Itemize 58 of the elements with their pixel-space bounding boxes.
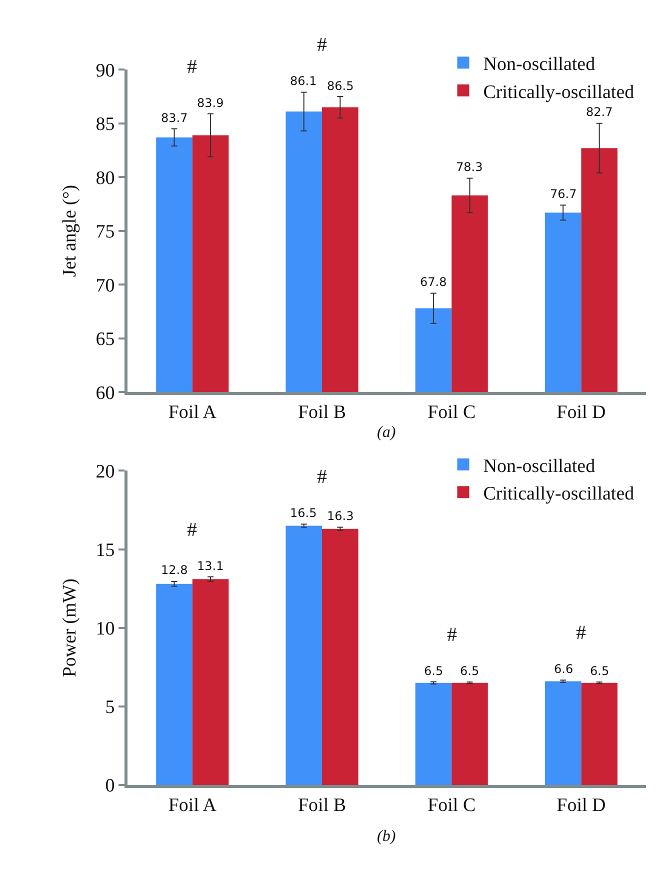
data-label: 82.7 [586, 105, 613, 119]
annotation: # [447, 624, 457, 646]
data-label: 6.5 [590, 664, 610, 678]
bar [544, 681, 582, 785]
x-tick-label: Foil B [298, 402, 346, 423]
bar [192, 579, 229, 785]
text: (b) [377, 828, 396, 845]
bar [322, 528, 358, 785]
x-tick-label: Foil C [428, 794, 476, 816]
data-label: 83.7 [161, 111, 188, 125]
bar [581, 682, 618, 785]
annotation: # [317, 466, 327, 488]
data-label: 67.8 [420, 275, 447, 289]
y-tick-label: 85 [96, 114, 115, 136]
x-tick-label: Foil D [556, 402, 606, 423]
x-tick-label: Foil A [168, 794, 217, 816]
text: # [317, 34, 327, 56]
data-label: 6.5 [424, 664, 444, 678]
y-tick-label: 70 [96, 275, 115, 296]
data-label: 6.5 [460, 664, 480, 678]
data-label: 78.3 [456, 160, 483, 174]
x-tick-label: Foil C [428, 402, 476, 423]
x-tick-label: Foil D [556, 794, 606, 816]
annotation: # [187, 56, 197, 78]
y-tick-label: 20 [96, 461, 115, 482]
annotation: # [576, 622, 586, 644]
y-tick-label: 0 [105, 776, 115, 797]
data-label: 86.5 [327, 79, 354, 93]
legend-label: Critically-oscillated [483, 484, 635, 505]
x-tick-label: Foil A [168, 402, 217, 423]
y-tick-label: 60 [96, 382, 115, 404]
data-label: 16.5 [290, 506, 317, 520]
text: (a) [377, 424, 396, 441]
bar [156, 584, 192, 785]
data-label: 12.8 [161, 563, 188, 577]
bar [415, 682, 452, 785]
y-tick-label: 15 [96, 540, 115, 561]
legend-label: Non-oscillated [483, 54, 596, 76]
legend-label: Non-oscillated [483, 456, 596, 477]
x-tick-label: Foil B [298, 794, 346, 816]
data-label: 83.9 [197, 96, 224, 110]
annotation: # [187, 519, 197, 541]
data-label: 76.7 [550, 187, 577, 201]
bar [452, 682, 488, 785]
data-label: 13.1 [197, 559, 224, 573]
y-tick-label: 90 [96, 60, 115, 82]
data-label: 86.1 [290, 74, 317, 88]
legend-label: Critically-oscillated [483, 82, 635, 103]
bar [286, 526, 322, 785]
y-tick-label: 75 [96, 222, 115, 243]
data-label: 6.6 [554, 662, 574, 676]
y-axis-title: Power (mW) [60, 578, 81, 678]
y-tick-label: 10 [96, 618, 115, 640]
y-tick-label: 65 [96, 329, 115, 350]
y-axis-title: Jet angle (°) [60, 184, 81, 277]
y-tick-label: 5 [105, 697, 115, 718]
data-label: 16.3 [327, 509, 354, 523]
y-tick-label: 80 [96, 168, 115, 189]
